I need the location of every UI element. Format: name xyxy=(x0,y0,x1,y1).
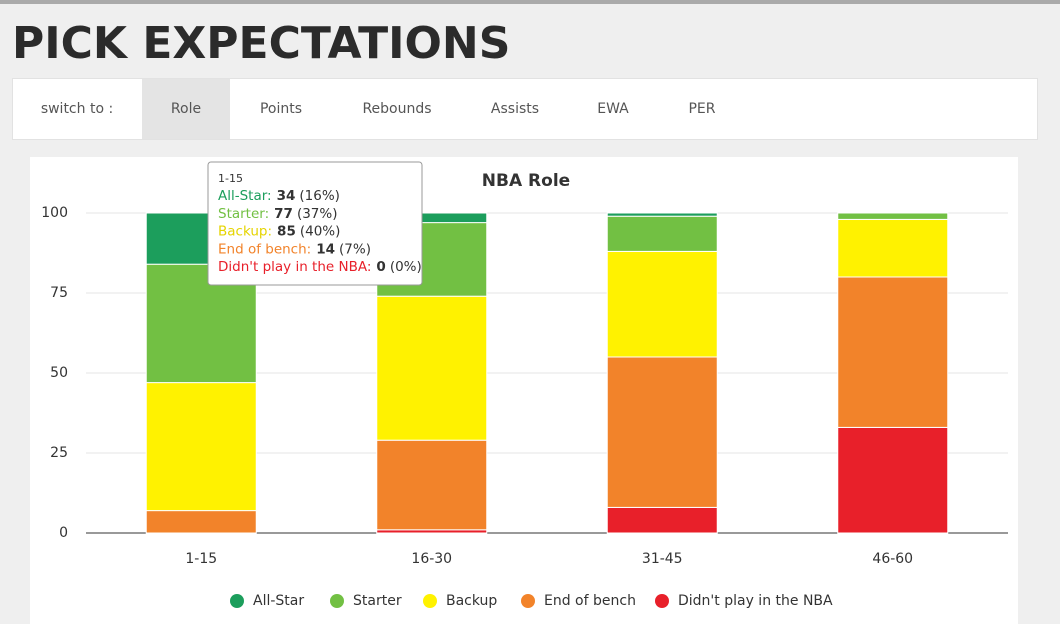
tab[interactable]: Assists xyxy=(490,101,540,117)
tooltip-count: 14 xyxy=(316,241,335,257)
bar-segment xyxy=(837,426,949,534)
tooltip-count: 34 xyxy=(277,188,296,204)
bar-segment xyxy=(606,506,718,534)
legend-label: All-Star xyxy=(253,593,304,609)
bar-segment xyxy=(145,382,257,512)
y-tick-label: 25 xyxy=(50,445,68,461)
tab[interactable]: EWA xyxy=(597,101,629,117)
tab-bar: switch to : Role Points Rebounds Assists EWA… xyxy=(12,78,1038,140)
tooltip-label: Didn't play in the NBA: xyxy=(218,259,371,275)
tooltip-label: Starter: xyxy=(218,206,269,222)
tooltip-share: (16%) xyxy=(299,188,340,204)
x-tick-label: 46-60 xyxy=(872,551,913,567)
legend-marker xyxy=(230,594,244,608)
bar-segment xyxy=(606,250,718,358)
x-tick-label: 16-30 xyxy=(411,551,452,567)
bar-segment xyxy=(145,510,257,534)
tooltip-row: Starter: 77 (37%) xyxy=(218,206,338,222)
bar-segment xyxy=(606,212,718,217)
tooltip-count: 85 xyxy=(277,224,296,240)
tab[interactable]: Role xyxy=(142,79,230,139)
chart-title: NBA Role xyxy=(482,171,570,191)
tooltip-row: End of bench: 14 (7%) xyxy=(218,241,371,257)
tooltip-share: (37%) xyxy=(297,206,338,222)
x-tick-label: 1-15 xyxy=(185,551,217,567)
tab[interactable]: Points xyxy=(259,101,303,117)
x-tick-label: 31-45 xyxy=(642,551,683,567)
tooltip-share: (7%) xyxy=(339,241,371,257)
bar-segment xyxy=(376,439,488,531)
tooltip xyxy=(207,161,423,286)
y-tick-label: 50 xyxy=(50,365,68,381)
legend-marker xyxy=(521,594,535,608)
legend-marker xyxy=(423,594,437,608)
tooltip-count: 0 xyxy=(376,259,385,275)
tooltip-share: (0%) xyxy=(390,259,422,275)
tab-label: switch to : xyxy=(40,101,114,117)
y-tick-label: 75 xyxy=(50,285,68,301)
bar-segment xyxy=(837,212,949,220)
tooltip-count: 77 xyxy=(274,206,293,222)
bar-segment xyxy=(376,295,488,441)
bar-segment xyxy=(837,218,949,278)
legend-label: End of bench xyxy=(544,593,636,609)
legend-marker xyxy=(655,594,669,608)
tooltip-label: All-Star: xyxy=(218,188,272,204)
tooltip-share: (40%) xyxy=(300,224,341,240)
legend-label: Backup xyxy=(446,593,497,609)
tab[interactable]: Rebounds xyxy=(362,101,432,117)
page-title: PICK EXPECTATIONS xyxy=(12,18,511,69)
tooltip-row: Didn't play in the NBA: 0 (0%) xyxy=(218,259,422,275)
bar-segment xyxy=(837,276,949,428)
legend-label: Didn't play in the NBA xyxy=(678,593,833,609)
tab[interactable]: PER xyxy=(688,101,716,117)
tooltip-row: Backup: 85 (40%) xyxy=(218,224,340,240)
top-bar xyxy=(0,0,1060,4)
bar-segment xyxy=(606,215,718,252)
bar-segment xyxy=(606,356,718,508)
y-tick-label: 100 xyxy=(41,205,68,221)
tooltip-label: End of bench: xyxy=(218,241,311,257)
tooltip-row: All-Star: 34 (16%) xyxy=(218,188,340,204)
legend-label: Starter xyxy=(353,593,402,609)
tooltip-label: Backup: xyxy=(218,224,272,240)
legend-marker xyxy=(330,594,344,608)
y-tick-label: 0 xyxy=(59,525,68,541)
tooltip-category: 1-15 xyxy=(218,172,243,185)
